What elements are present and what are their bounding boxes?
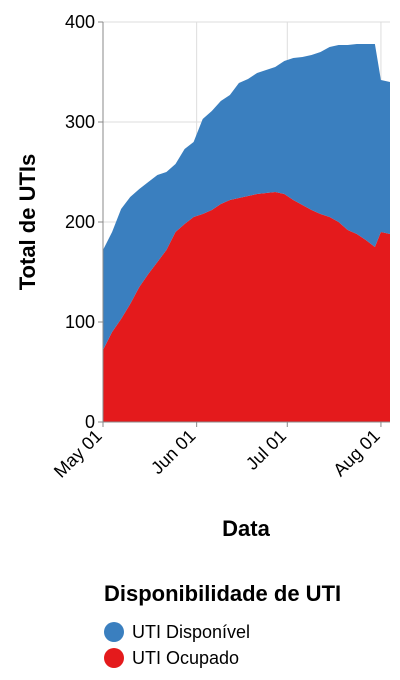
x-axis-ticks: May 01 Jun 01 Jul 01 Aug 01 xyxy=(50,422,384,482)
y-tick-label: 300 xyxy=(65,112,95,132)
x-tick-label: Aug 01 xyxy=(329,426,383,480)
area-uti-disponivel xyxy=(103,44,390,350)
x-axis-title: Data xyxy=(222,516,270,541)
area-uti-ocupado xyxy=(103,192,390,422)
y-axis-title: Total de UTIs xyxy=(15,154,40,291)
x-tick-label: May 01 xyxy=(50,426,106,482)
y-tick-label: 100 xyxy=(65,312,95,332)
y-tick-label: 400 xyxy=(65,12,95,32)
y-axis-ticks: 0 100 200 300 400 xyxy=(65,12,103,432)
x-tick-label: Jul 01 xyxy=(242,426,290,474)
legend: Disponibilidade de UTI UTI DisponívelUTI… xyxy=(104,581,341,668)
area-series-layer xyxy=(103,44,390,422)
legend-items: UTI Disponível UTI Ocupado xyxy=(104,622,250,668)
legend-label-uti-ocupado: UTI Ocupado xyxy=(132,648,239,668)
legend-label-uti-disponivel: UTI Disponível xyxy=(132,622,250,642)
y-tick-label: 200 xyxy=(65,212,95,232)
y-tick-label: 0 xyxy=(85,412,95,432)
legend-title: Disponibilidade de UTI xyxy=(104,581,341,606)
legend-swatch-uti-ocupado xyxy=(104,648,124,668)
legend-swatch-uti-disponivel xyxy=(104,622,124,642)
x-tick-label: Jun 01 xyxy=(147,426,199,478)
